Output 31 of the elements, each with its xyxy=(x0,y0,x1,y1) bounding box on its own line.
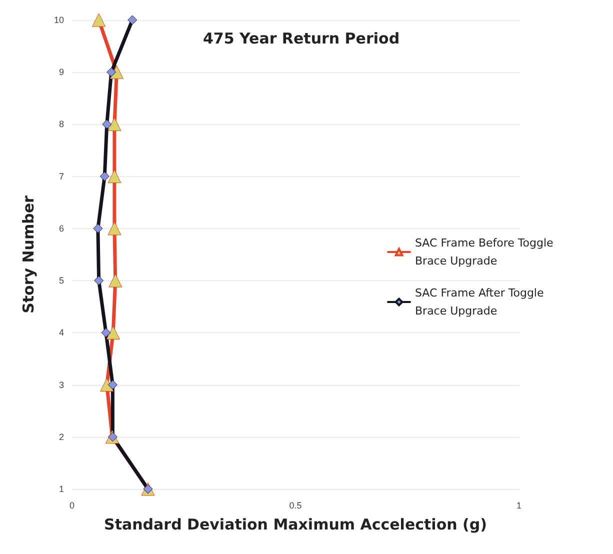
point xyxy=(93,224,103,234)
point xyxy=(108,222,122,236)
text: 475 Year Return Period xyxy=(203,30,400,48)
x-axis-title: Standard Deviation Maximum Accelection (g) xyxy=(104,516,487,534)
point xyxy=(128,15,138,25)
legend-label: SAC Frame Before Toggle Brace Upgrade xyxy=(415,236,557,268)
y-tick-label: 3 xyxy=(58,380,64,390)
point xyxy=(101,328,111,338)
point xyxy=(108,380,118,390)
y-tick-label: 1 xyxy=(58,484,64,494)
y-tick-label: 2 xyxy=(58,432,64,442)
y-tick-label: 4 xyxy=(58,328,64,338)
point xyxy=(108,117,122,131)
point xyxy=(102,119,112,129)
y-tick-label: 8 xyxy=(58,119,64,130)
point xyxy=(108,170,122,184)
point xyxy=(92,13,106,27)
point xyxy=(108,274,122,288)
y-axis-title: Story Number xyxy=(20,194,38,314)
point xyxy=(94,276,104,286)
y-tick-label: 9 xyxy=(58,67,64,78)
x-tick-label: 1 xyxy=(516,500,522,510)
y-tick-label: 10 xyxy=(54,15,64,25)
point xyxy=(100,172,110,182)
y-tick-label: 7 xyxy=(58,171,64,182)
x-tick-label: 0.5 xyxy=(289,500,302,510)
legend-label: SAC Frame After Toggle Brace Upgrade xyxy=(415,286,548,318)
point xyxy=(106,326,120,340)
x-tick-label: 0 xyxy=(69,500,75,510)
y-tick-label: 6 xyxy=(58,223,64,234)
y-tick-label: 5 xyxy=(58,276,64,286)
